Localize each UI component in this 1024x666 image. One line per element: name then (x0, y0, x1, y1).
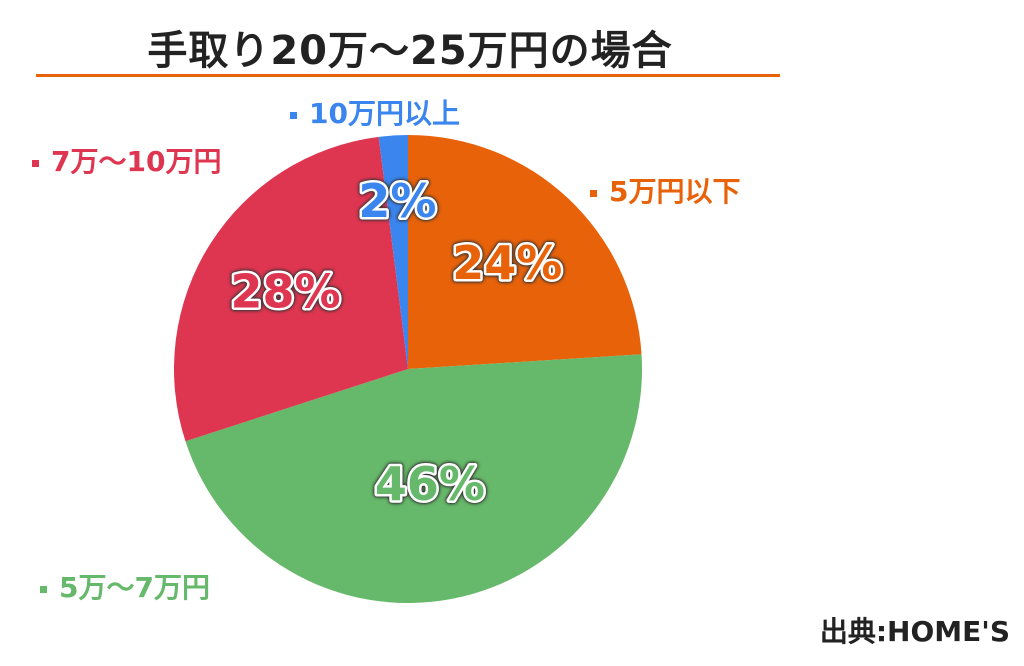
pie-slice (185, 354, 643, 604)
pie-slice (174, 136, 408, 442)
legend-item-7-10man: 7万～10万円 (32, 140, 221, 180)
legend-label: 5万円以下 (609, 175, 741, 208)
legend-label: 10万円以上 (309, 97, 460, 130)
pie-slice (378, 135, 408, 369)
slice-percent-label: 2% (358, 174, 436, 228)
legend-marker (590, 189, 597, 197)
legend-label: 5万～7万円 (59, 571, 210, 604)
legend-item-under-5man: 5万円以下 (590, 170, 740, 210)
source-credit: 出典:HOME'S (819, 615, 1010, 648)
title-underline (36, 74, 780, 77)
legend-item-5-7man: 5万～7万円 (40, 566, 210, 606)
slice-percent-label: 28% (230, 264, 340, 318)
pie-slice (408, 135, 642, 369)
legend-item-over-10man: 10万円以上 (290, 92, 460, 132)
chart-title: 手取り20万～25万円の場合 (147, 28, 673, 74)
legend-marker (40, 585, 47, 593)
legend-marker (32, 159, 39, 167)
slice-percent-label: 24% (452, 236, 562, 290)
legend-label: 7万～10万円 (51, 145, 222, 178)
slice-percent-label: 46% (375, 457, 485, 511)
legend-marker (290, 111, 297, 119)
